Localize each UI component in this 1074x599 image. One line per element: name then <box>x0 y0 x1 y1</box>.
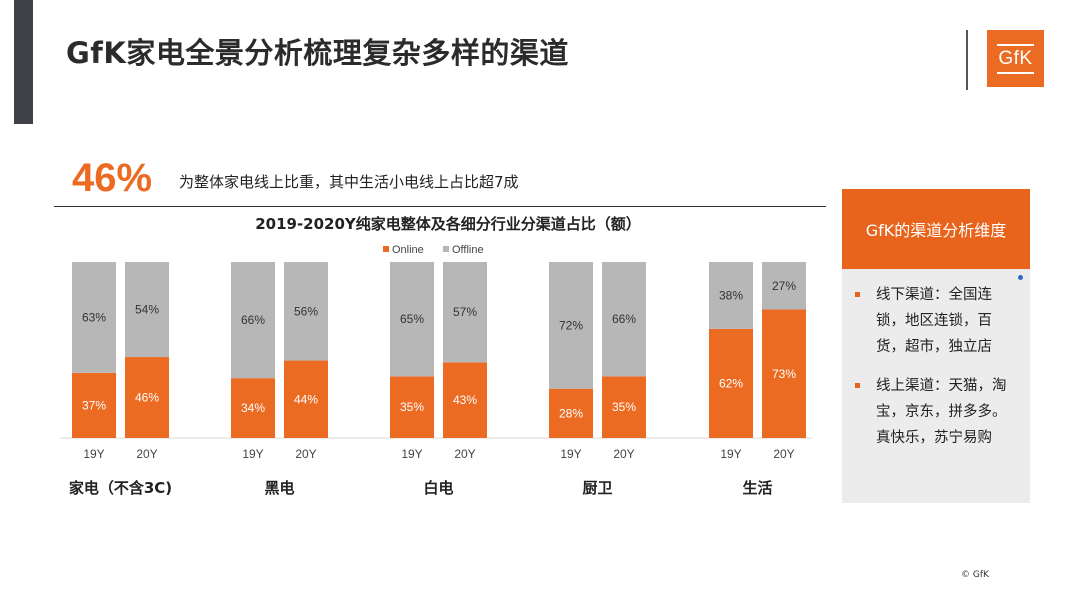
data-label-offline: 65% <box>400 312 424 326</box>
stacked-bar-chart: 2019-2020Y纯家电整体及各细分行业分渠道占比（额） Online Offli… <box>60 215 812 497</box>
logo-text: GfK <box>997 43 1034 74</box>
bar-offline <box>709 262 753 329</box>
title-divider <box>966 30 968 90</box>
data-label-offline: 66% <box>241 313 265 327</box>
year-tick-label: 19Y <box>83 447 104 461</box>
data-label-online: 37% <box>82 398 106 412</box>
data-label-offline: 54% <box>135 303 159 317</box>
legend-label-online: Online <box>392 244 424 256</box>
data-label-offline: 57% <box>453 305 477 319</box>
data-label-online: 28% <box>559 406 583 420</box>
data-label-offline: 56% <box>294 304 318 318</box>
side-item-offline: 线下渠道：全国连锁，地区连锁，百货，超市，独立店 <box>855 282 1018 360</box>
data-label-online: 35% <box>612 400 636 414</box>
highlight-text: 为整体家电线上比重，其中生活小电线上占比超7成 <box>179 173 519 191</box>
bar-online <box>125 357 169 438</box>
legend-swatch-online <box>383 246 389 252</box>
side-panel: GfK的渠道分析维度 线下渠道：全国连锁，地区连锁，百货，超市，独立店 线上渠道… <box>842 189 1030 503</box>
left-accent-bar <box>14 0 33 124</box>
data-label-offline: 72% <box>559 318 583 332</box>
legend-swatch-offline <box>443 246 449 252</box>
bullet-icon <box>855 292 860 297</box>
side-item-offline-text: 线下渠道：全国连锁，地区连锁，百货，超市，独立店 <box>876 287 992 355</box>
category-label: 白电 <box>423 479 453 497</box>
bar-offline <box>390 262 434 377</box>
bar-offline <box>125 262 169 358</box>
bar-offline <box>762 262 806 310</box>
page-title: GfK家电全景分析梳理复杂多样的渠道 <box>66 36 569 70</box>
data-label-online: 62% <box>719 376 743 390</box>
data-label-online: 43% <box>453 393 477 407</box>
side-item-online-text: 线上渠道：天猫，淘宝，京东，拼多多。真快乐，苏宁易购 <box>876 378 1007 446</box>
data-label-offline: 38% <box>719 288 743 302</box>
category-label: 家电（不含3C) <box>69 479 172 497</box>
data-label-online: 34% <box>241 401 265 415</box>
year-tick-label: 20Y <box>773 447 794 461</box>
bar-online <box>602 376 646 438</box>
bar-online <box>762 309 806 438</box>
chart-title: 2019-2020Y纯家电整体及各细分行业分渠道占比（额） <box>255 215 641 233</box>
bar-offline <box>72 262 116 373</box>
data-label-online: 46% <box>135 391 159 405</box>
bar-offline <box>602 262 646 377</box>
bar-offline <box>443 262 487 363</box>
data-label-offline: 63% <box>82 310 106 324</box>
side-panel-dot <box>1018 275 1023 280</box>
side-item-online: 线上渠道：天猫，淘宝，京东，拼多多。真快乐，苏宁易购 <box>855 373 1018 451</box>
year-tick-label: 19Y <box>401 447 422 461</box>
category-label: 黑电 <box>264 479 294 497</box>
data-label-offline: 27% <box>772 279 796 293</box>
bar-online <box>709 328 753 438</box>
bar-online <box>284 360 328 438</box>
gfk-logo: GfK <box>987 30 1044 87</box>
bar-offline <box>231 262 275 379</box>
highlight-value: 46% <box>72 156 153 200</box>
data-label-online: 73% <box>772 367 796 381</box>
category-label: 厨卫 <box>582 479 612 497</box>
year-tick-label: 19Y <box>560 447 581 461</box>
year-tick-label: 20Y <box>613 447 634 461</box>
data-label-offline: 66% <box>612 312 636 326</box>
year-tick-label: 20Y <box>295 447 316 461</box>
bar-online <box>549 388 593 438</box>
bar-offline <box>284 262 328 361</box>
headline-divider <box>54 206 826 207</box>
data-label-online: 35% <box>400 400 424 414</box>
side-panel-header: GfK的渠道分析维度 <box>842 189 1030 269</box>
copyright: © GfK <box>961 570 989 580</box>
bar-offline <box>549 262 593 389</box>
bar-online <box>443 362 487 438</box>
year-tick-label: 19Y <box>242 447 263 461</box>
bar-online <box>72 372 116 438</box>
data-label-online: 44% <box>294 392 318 406</box>
year-tick-label: 20Y <box>454 447 475 461</box>
year-tick-label: 19Y <box>720 447 741 461</box>
bar-online <box>231 378 275 438</box>
bar-online <box>390 376 434 438</box>
category-label: 生活 <box>742 479 772 497</box>
bullet-icon <box>855 383 860 388</box>
legend-label-offline: Offline <box>452 244 484 256</box>
year-tick-label: 20Y <box>136 447 157 461</box>
